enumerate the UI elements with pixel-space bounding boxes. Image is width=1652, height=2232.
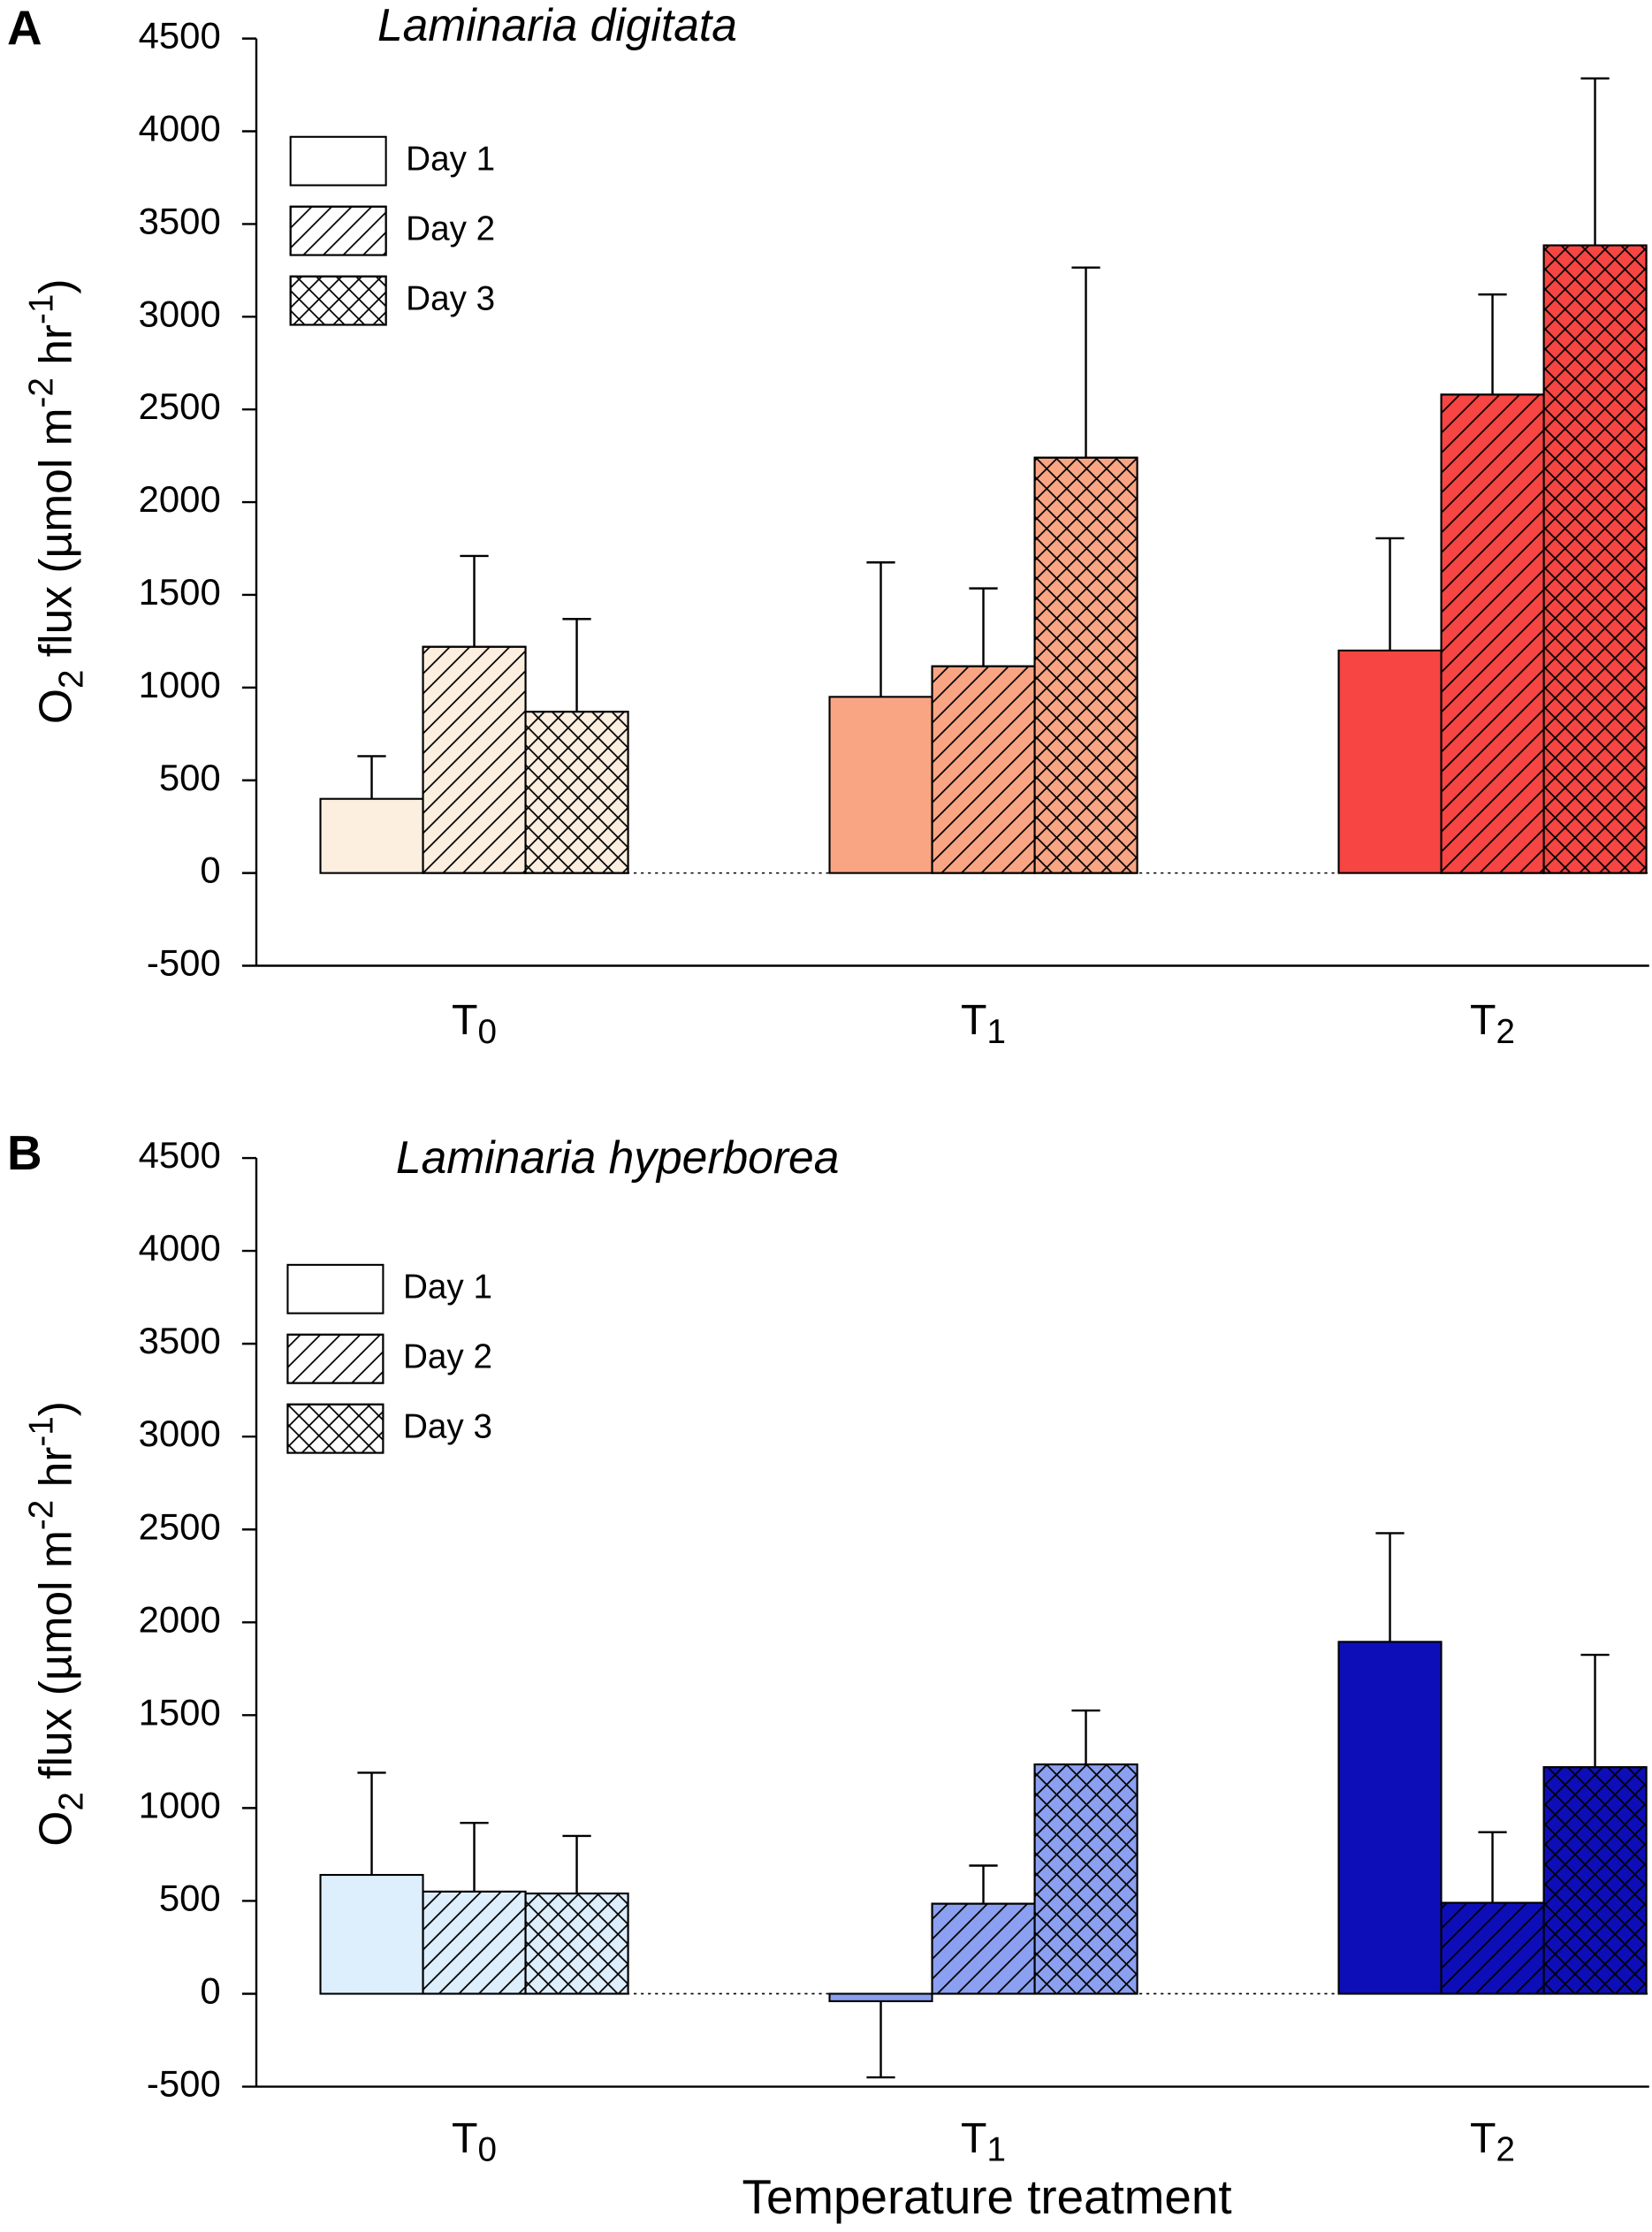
y-axis-label-part: ) xyxy=(30,1401,81,1416)
y-axis-label-part: hr xyxy=(30,324,81,377)
y-axis-label-part: ) xyxy=(30,278,81,293)
x-tick-label-main: T xyxy=(452,2114,478,2162)
x-tick-label-main: T xyxy=(961,2114,987,2162)
legend-swatch-pattern xyxy=(289,205,387,256)
y-tick-label: 2000 xyxy=(139,1598,221,1640)
bar xyxy=(828,696,933,874)
y-tick-label: 1500 xyxy=(139,1691,221,1733)
y-tick-label: 4000 xyxy=(139,1227,221,1268)
legend-swatch-pattern xyxy=(289,275,387,326)
legend-swatch xyxy=(286,1263,384,1314)
bar-pattern xyxy=(1440,393,1545,874)
bar xyxy=(319,797,424,874)
y-axis-label-part: hr xyxy=(30,1447,81,1500)
legend-swatch-pattern xyxy=(286,1403,384,1454)
y-axis-label-part: flux (µmol m xyxy=(30,408,81,669)
y-tick-label: 0 xyxy=(200,849,220,891)
panel-label: B xyxy=(7,1125,42,1180)
legend-label: Day 2 xyxy=(406,209,495,248)
bar xyxy=(1337,649,1443,874)
y-tick-label: 1000 xyxy=(139,664,221,705)
x-tick-label-sub: 2 xyxy=(1496,2131,1516,2169)
bar xyxy=(1337,1641,1443,1995)
x-tick-label: T2 xyxy=(1470,2114,1515,2169)
x-axis-label: Temperature treatment xyxy=(742,2169,1232,2224)
y-tick-label: 1000 xyxy=(139,1784,221,1825)
x-tick-label: T2 xyxy=(1470,996,1515,1051)
bar-pattern xyxy=(1542,1766,1648,1995)
panel-label: A xyxy=(7,0,42,55)
y-axis-label: O2 flux (µmol m-2 hr-1) xyxy=(23,278,91,724)
y-tick-label: 4500 xyxy=(139,1134,221,1176)
y-axis-label-part: 2 xyxy=(52,1792,90,1811)
y-tick-label: 3500 xyxy=(139,200,221,241)
y-axis-label-part: -1 xyxy=(23,1416,61,1446)
chart-title: Laminaria digitata xyxy=(377,0,737,50)
x-tick-label: T1 xyxy=(961,996,1006,1051)
y-tick-label: 500 xyxy=(159,757,221,798)
legend-swatch xyxy=(289,135,387,187)
legend-label: Day 3 xyxy=(403,1407,492,1445)
x-tick-label: T1 xyxy=(961,2114,1006,2169)
x-tick-label: T0 xyxy=(452,2114,497,2169)
bar-pattern xyxy=(1440,1901,1545,1995)
y-tick-label: 1500 xyxy=(139,571,221,613)
legend-swatch-pattern xyxy=(286,1333,384,1384)
bar-pattern xyxy=(1033,456,1138,874)
legend-label: Day 1 xyxy=(406,140,495,178)
legend-label: Day 3 xyxy=(406,279,495,317)
y-axis-label-part: O xyxy=(30,689,81,724)
y-axis-label-part: flux (µmol m xyxy=(30,1530,81,1792)
chart-title: Laminaria hyperborea xyxy=(396,1131,839,1183)
y-axis-label-part: 2 xyxy=(52,670,90,689)
bar-pattern xyxy=(422,1890,527,1995)
x-tick-label-sub: 2 xyxy=(1496,1013,1516,1051)
x-tick-label-sub: 1 xyxy=(987,1013,1007,1051)
y-tick-label: 2000 xyxy=(139,478,221,520)
y-tick-label: 500 xyxy=(159,1877,221,1918)
bar-pattern xyxy=(1542,244,1648,874)
x-tick-label-main: T xyxy=(1470,996,1496,1044)
x-tick-label-main: T xyxy=(452,996,478,1044)
x-tick-label: T0 xyxy=(452,996,497,1051)
y-axis-label-part: -2 xyxy=(23,1500,61,1530)
y-axis-label-part: -1 xyxy=(23,294,61,324)
y-tick-label: 2500 xyxy=(139,1505,221,1547)
y-tick-label: 3000 xyxy=(139,1413,221,1454)
y-axis-label-part: -2 xyxy=(23,377,61,408)
bar-pattern xyxy=(422,645,527,874)
x-tick-label-sub: 0 xyxy=(478,1013,497,1051)
y-tick-label: -500 xyxy=(147,942,221,984)
y-tick-label: 4500 xyxy=(139,15,221,57)
bar-pattern xyxy=(931,1902,1036,1995)
legend-label: Day 2 xyxy=(403,1337,492,1375)
y-axis-label-part: O xyxy=(30,1811,81,1847)
y-axis-label: O2 flux (µmol m-2 hr-1) xyxy=(23,1401,91,1847)
y-tick-label: 3000 xyxy=(139,293,221,334)
y-tick-label: -500 xyxy=(147,2063,221,2105)
y-tick-label: 3500 xyxy=(139,1320,221,1361)
y-tick-label: 4000 xyxy=(139,108,221,149)
bar-pattern xyxy=(524,711,629,874)
y-tick-label: 2500 xyxy=(139,385,221,427)
bar-pattern xyxy=(524,1892,629,1995)
legend-label: Day 1 xyxy=(403,1268,492,1306)
bar xyxy=(319,1873,424,1995)
bar-pattern xyxy=(1033,1763,1138,1995)
x-tick-label-sub: 0 xyxy=(478,2131,497,2169)
x-tick-label-main: T xyxy=(1470,2114,1496,2162)
x-tick-label-sub: 1 xyxy=(987,2131,1007,2169)
bar-pattern xyxy=(931,665,1036,874)
y-tick-label: 0 xyxy=(200,1970,220,2012)
bar xyxy=(828,1992,933,2002)
x-tick-label-main: T xyxy=(961,996,987,1044)
